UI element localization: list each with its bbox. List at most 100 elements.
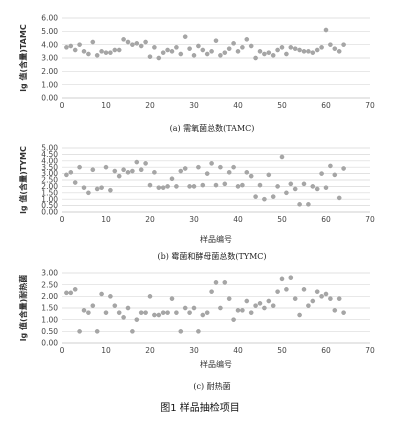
data-point xyxy=(314,289,320,294)
data-point xyxy=(270,303,276,308)
data-point xyxy=(86,190,91,196)
data-point xyxy=(99,49,104,54)
data-point xyxy=(209,49,214,54)
data-point xyxy=(103,164,109,170)
data-point xyxy=(332,172,338,178)
data-point xyxy=(165,47,170,53)
data-point xyxy=(112,303,118,308)
x-tick-label: 20 xyxy=(145,215,155,224)
data-point xyxy=(226,296,232,301)
data-point xyxy=(288,45,294,50)
x-tick-label: 10 xyxy=(101,215,111,224)
data-point xyxy=(226,170,232,175)
data-point xyxy=(341,166,346,171)
x-tick-label: 70 xyxy=(365,346,375,355)
data-point xyxy=(279,154,285,160)
data-point xyxy=(64,45,69,50)
x-tick-label: 60 xyxy=(321,101,331,110)
data-point xyxy=(244,298,250,304)
data-point xyxy=(244,37,250,42)
x-tick-label: 20 xyxy=(145,101,155,110)
data-point xyxy=(328,296,333,301)
data-point xyxy=(226,46,232,51)
data-point xyxy=(99,185,104,190)
y-tick-label: 1.50 xyxy=(41,304,58,313)
data-point xyxy=(138,167,144,173)
data-point xyxy=(279,45,285,50)
data-point xyxy=(178,168,184,174)
data-point xyxy=(297,47,302,53)
data-point xyxy=(204,51,210,57)
data-point xyxy=(187,46,192,51)
data-point xyxy=(112,168,118,174)
data-point xyxy=(231,317,236,322)
panel-caption: (a) 需氧菌总数(TAMC) xyxy=(170,123,255,133)
y-tick-label: 1.00 xyxy=(41,80,58,89)
y-tick-label: 0.00 xyxy=(41,94,58,103)
data-point xyxy=(275,47,280,53)
data-point xyxy=(253,55,258,61)
data-point xyxy=(108,50,113,55)
data-point xyxy=(288,275,294,280)
y-tick-label: 6.00 xyxy=(41,14,58,23)
y-tick-label: 0.50 xyxy=(41,201,58,210)
data-point xyxy=(288,181,294,187)
data-point xyxy=(266,172,272,178)
data-point xyxy=(218,53,223,58)
data-point xyxy=(77,329,82,334)
data-point xyxy=(257,49,263,54)
y-axis-label: lg 值(含量)TYMC xyxy=(18,146,28,214)
data-point xyxy=(86,51,91,57)
data-point xyxy=(81,185,87,190)
data-point xyxy=(200,312,206,318)
data-point xyxy=(323,291,329,297)
y-tick-label: 1.50 xyxy=(41,188,58,197)
data-point xyxy=(257,182,263,188)
data-point xyxy=(156,55,162,61)
x-tick-label: 0 xyxy=(60,101,65,110)
data-point xyxy=(248,173,254,179)
data-point xyxy=(301,181,307,187)
x-axis-label: 样品编号 xyxy=(200,359,232,369)
data-point xyxy=(130,168,135,174)
data-point xyxy=(231,41,236,46)
data-point xyxy=(64,290,69,296)
x-tick-label: 40 xyxy=(233,346,243,355)
y-tick-label: 0.50 xyxy=(41,327,58,336)
data-point xyxy=(77,42,82,47)
data-point xyxy=(169,49,175,54)
data-point xyxy=(182,166,188,171)
data-point xyxy=(108,294,113,299)
data-point xyxy=(165,184,170,189)
data-point xyxy=(174,184,179,189)
data-point xyxy=(332,46,338,51)
y-tick-label: 3.50 xyxy=(41,163,58,172)
data-point xyxy=(94,53,100,58)
data-point xyxy=(68,290,74,296)
data-point xyxy=(235,184,241,189)
data-point xyxy=(165,310,170,315)
y-tick-label: 2.00 xyxy=(41,292,58,301)
data-point xyxy=(284,51,289,57)
x-tick-label: 30 xyxy=(189,101,199,110)
data-point xyxy=(297,202,302,207)
y-tick-label: 2.50 xyxy=(41,176,58,185)
y-axis-label: lg 值(含量)TAMC xyxy=(18,24,28,92)
data-point xyxy=(187,184,192,189)
data-point xyxy=(266,50,272,55)
data-point xyxy=(90,39,96,45)
data-point xyxy=(222,280,228,285)
data-point xyxy=(90,167,96,173)
data-point xyxy=(213,38,219,43)
y-tick-label: 4.50 xyxy=(41,150,58,159)
data-point xyxy=(332,308,338,313)
data-point xyxy=(292,296,298,301)
figure-caption: 图1 样品抽检项目 xyxy=(160,401,240,414)
data-point xyxy=(328,42,333,47)
data-point xyxy=(204,310,210,315)
data-point xyxy=(213,280,219,285)
data-point xyxy=(196,164,201,170)
data-point xyxy=(143,39,148,45)
data-point xyxy=(112,47,118,53)
data-point xyxy=(147,182,153,188)
